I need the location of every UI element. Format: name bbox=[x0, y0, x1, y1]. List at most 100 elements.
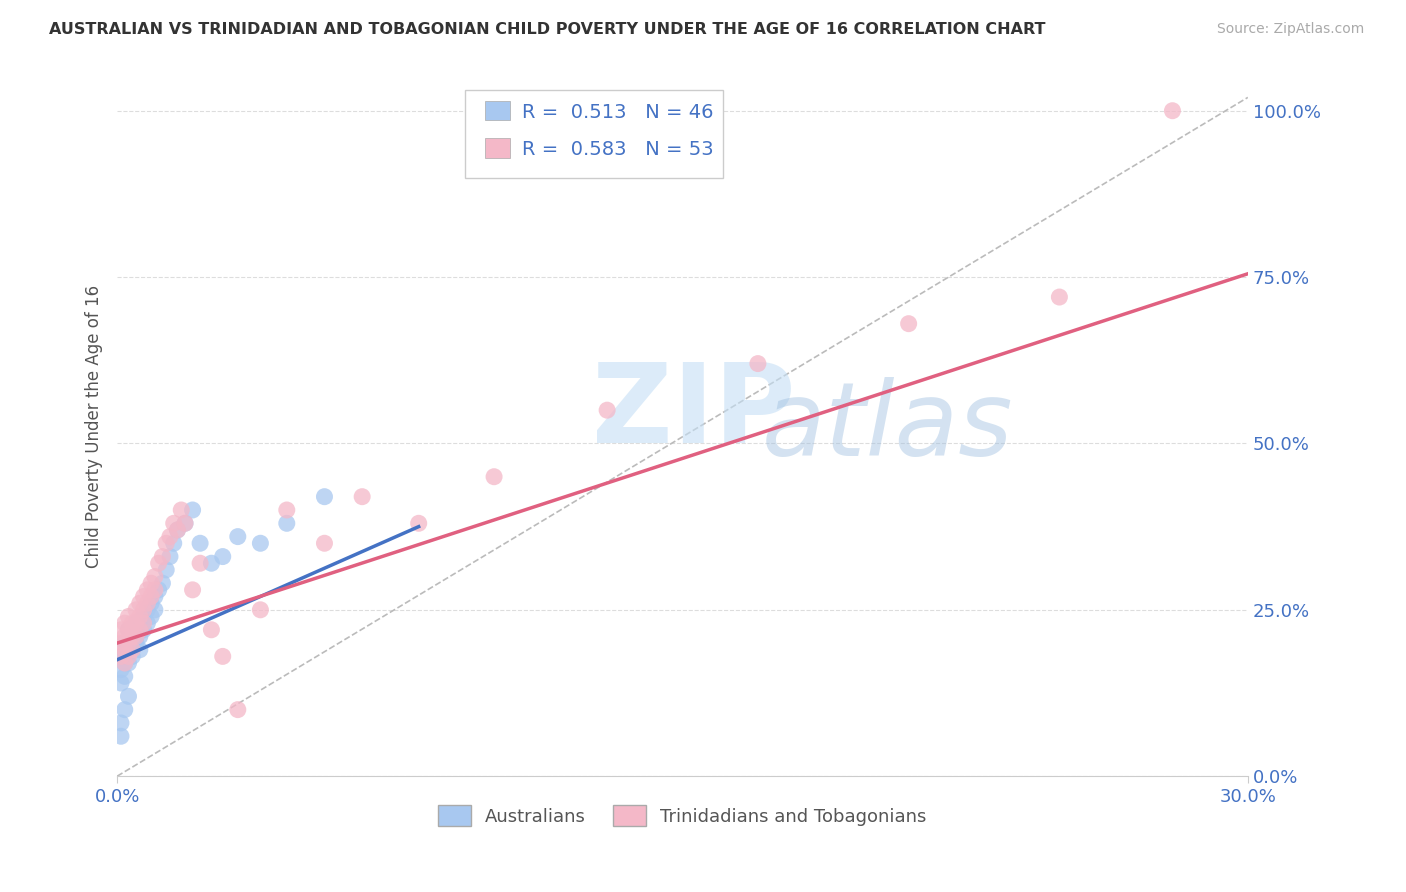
Point bbox=[143, 603, 166, 617]
Point bbox=[155, 563, 177, 577]
Point bbox=[132, 603, 155, 617]
Point bbox=[148, 582, 170, 597]
Point bbox=[352, 490, 374, 504]
Point bbox=[181, 582, 204, 597]
Point bbox=[110, 649, 132, 664]
Point bbox=[211, 549, 233, 564]
Point bbox=[114, 636, 136, 650]
Point bbox=[114, 649, 136, 664]
Point bbox=[128, 596, 150, 610]
Point bbox=[117, 636, 139, 650]
Point bbox=[121, 649, 143, 664]
Point bbox=[132, 616, 155, 631]
Point bbox=[121, 642, 143, 657]
Point bbox=[200, 623, 222, 637]
Point bbox=[125, 616, 148, 631]
Point bbox=[159, 530, 181, 544]
Point bbox=[152, 549, 174, 564]
Point bbox=[128, 623, 150, 637]
Y-axis label: Child Poverty Under the Age of 16: Child Poverty Under the Age of 16 bbox=[86, 285, 103, 568]
Point bbox=[121, 642, 143, 657]
Point bbox=[143, 582, 166, 597]
Point bbox=[136, 616, 159, 631]
Point bbox=[148, 556, 170, 570]
Point bbox=[110, 623, 132, 637]
Point bbox=[128, 629, 150, 643]
Point bbox=[117, 642, 139, 657]
Point bbox=[747, 357, 769, 371]
Point bbox=[114, 629, 136, 643]
Point bbox=[128, 642, 150, 657]
Point bbox=[139, 576, 162, 591]
Text: R =  0.583   N = 53: R = 0.583 N = 53 bbox=[522, 140, 713, 159]
Point bbox=[136, 582, 159, 597]
Point bbox=[125, 603, 148, 617]
Point bbox=[117, 656, 139, 670]
Point bbox=[114, 669, 136, 683]
Point bbox=[408, 516, 430, 531]
Point bbox=[132, 590, 155, 604]
Point bbox=[1161, 103, 1184, 118]
Point bbox=[211, 649, 233, 664]
Point bbox=[143, 590, 166, 604]
Text: AUSTRALIAN VS TRINIDADIAN AND TOBAGONIAN CHILD POVERTY UNDER THE AGE OF 16 CORRE: AUSTRALIAN VS TRINIDADIAN AND TOBAGONIAN… bbox=[49, 22, 1046, 37]
Point bbox=[249, 603, 271, 617]
Point bbox=[128, 609, 150, 624]
Point bbox=[174, 516, 197, 531]
Point bbox=[166, 523, 188, 537]
Point bbox=[139, 590, 162, 604]
Point bbox=[132, 623, 155, 637]
Point bbox=[139, 596, 162, 610]
Point bbox=[114, 703, 136, 717]
Point bbox=[181, 503, 204, 517]
Point bbox=[121, 629, 143, 643]
Point bbox=[110, 663, 132, 677]
Point bbox=[143, 569, 166, 583]
Point bbox=[166, 523, 188, 537]
Point bbox=[314, 490, 336, 504]
Point bbox=[117, 623, 139, 637]
Point bbox=[155, 536, 177, 550]
Point bbox=[125, 629, 148, 643]
Point bbox=[128, 623, 150, 637]
Point bbox=[117, 623, 139, 637]
Point bbox=[110, 649, 132, 664]
Point bbox=[114, 616, 136, 631]
Point bbox=[159, 549, 181, 564]
Point bbox=[110, 715, 132, 730]
Point bbox=[200, 556, 222, 570]
Point bbox=[114, 656, 136, 670]
Point bbox=[163, 516, 186, 531]
Point bbox=[170, 503, 193, 517]
Point bbox=[1047, 290, 1070, 304]
Point bbox=[121, 629, 143, 643]
Point bbox=[132, 609, 155, 624]
Point bbox=[110, 676, 132, 690]
Point bbox=[897, 317, 920, 331]
Point bbox=[152, 576, 174, 591]
Point bbox=[136, 596, 159, 610]
Point bbox=[139, 609, 162, 624]
Point bbox=[114, 656, 136, 670]
Point bbox=[110, 636, 132, 650]
Point bbox=[121, 616, 143, 631]
Point bbox=[276, 503, 298, 517]
Point bbox=[163, 536, 186, 550]
Legend: Australians, Trinidadians and Tobagonians: Australians, Trinidadians and Tobagonian… bbox=[432, 798, 934, 833]
Point bbox=[188, 556, 211, 570]
Point bbox=[226, 703, 249, 717]
Point bbox=[117, 690, 139, 704]
Point bbox=[596, 403, 619, 417]
Point bbox=[110, 729, 132, 743]
Text: R =  0.513   N = 46: R = 0.513 N = 46 bbox=[522, 103, 713, 121]
Text: Source: ZipAtlas.com: Source: ZipAtlas.com bbox=[1216, 22, 1364, 37]
Point bbox=[276, 516, 298, 531]
Text: atlas: atlas bbox=[762, 376, 1014, 477]
Point bbox=[117, 609, 139, 624]
Point bbox=[136, 603, 159, 617]
Point bbox=[117, 649, 139, 664]
Point bbox=[125, 629, 148, 643]
Point bbox=[125, 636, 148, 650]
Point bbox=[188, 536, 211, 550]
Point bbox=[314, 536, 336, 550]
